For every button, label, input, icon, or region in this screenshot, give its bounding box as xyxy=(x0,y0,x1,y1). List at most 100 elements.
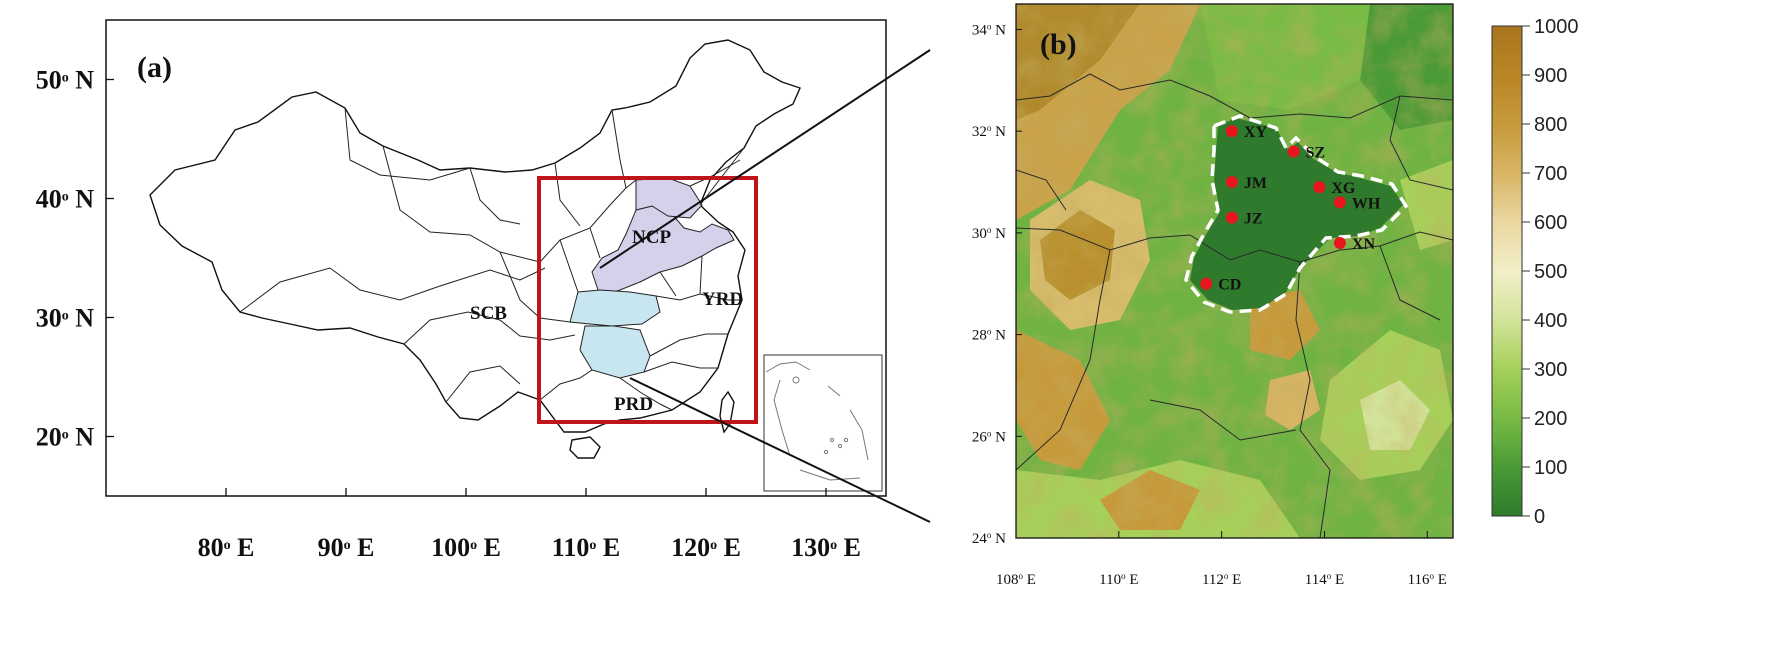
colorbar-tick-label: 400 xyxy=(1534,310,1567,332)
panel-b-lat-tick-label: 24o N xyxy=(972,530,1006,547)
region-label-yrd: YRD xyxy=(702,289,743,310)
panel-a-lon-tick-label: 120o E xyxy=(671,533,741,562)
panel-a-lon-tick-label-value: 80 xyxy=(198,533,224,562)
site-label-xg: XG xyxy=(1331,180,1356,197)
panel-a-lon-tick-label-value: 100 xyxy=(431,533,470,562)
panel-a-lat-tick-label-suffix: N xyxy=(69,304,95,333)
panel-b-lat-tick-label-value: 32 xyxy=(972,124,987,140)
site-marker-xg xyxy=(1313,181,1326,194)
colorbar-tick-label: 200 xyxy=(1534,408,1567,430)
panel-a-lat-tick-label: 50o N xyxy=(36,66,95,95)
region-label-ncp: NCP xyxy=(632,227,671,248)
region-label-scb: SCB xyxy=(470,303,507,324)
site-marker-jm xyxy=(1225,176,1238,188)
zoom-box xyxy=(537,176,758,424)
panel-b-lat-tick-label-suffix: N xyxy=(991,328,1006,344)
panel-a-lat-tick-label: 30o N xyxy=(36,304,95,333)
panel-a-lon-tick-label-suffix: E xyxy=(596,533,620,562)
panel-b-lon-tick-label: 116o E xyxy=(1408,571,1447,588)
panel-a-lat-tick-label: 40o N xyxy=(36,185,95,214)
panel-a-lon-tick-label: 110o E xyxy=(552,533,620,562)
panel-b-lon-tick-label-degree: o xyxy=(1121,571,1126,581)
region-label-prd: PRD xyxy=(614,394,653,415)
panel-b-lat-tick-label-degree: o xyxy=(987,428,992,438)
panel-b-lat-tick-label-suffix: N xyxy=(991,226,1006,242)
colorbar-bar xyxy=(1491,25,1523,517)
panel-a-lon-tick-label-suffix: E xyxy=(231,533,255,562)
panel-b-lon-tick-label-suffix: E xyxy=(1331,572,1344,588)
panel-b-lat-tick-label-suffix: N xyxy=(991,124,1006,140)
panel-b-label: (b) xyxy=(1040,28,1077,61)
panel-a-lat-tick-label-value: 40 xyxy=(36,185,62,214)
zoom-line-bottom xyxy=(629,377,931,523)
panel-b-lat-tick-label-degree: o xyxy=(987,530,992,540)
panel-b-lat-tick-label-suffix: N xyxy=(991,429,1006,445)
site-marker-sz xyxy=(1287,145,1300,158)
panel-a-lon-tick-label-value: 130 xyxy=(791,533,830,562)
site-marker-wh xyxy=(1333,196,1346,209)
site-label-xy: XY xyxy=(1244,124,1268,141)
panel-b-lon-tick-label-degree: o xyxy=(1430,571,1435,581)
panel-b-lon-tick-label-value: 114 xyxy=(1305,572,1327,588)
panel-b-lat-tick-label-degree: o xyxy=(987,21,992,31)
panel-b-lat-tick-label-value: 24 xyxy=(972,531,988,547)
site-label-wh: WH xyxy=(1352,195,1381,212)
panel-b-lon-ticks: 108o E 110o E 112o E 114o E 116o E xyxy=(996,531,1447,588)
panel-b-lon-tick-label-suffix: E xyxy=(1023,572,1036,588)
panel-a-lon-tick-label-suffix: E xyxy=(837,533,861,562)
colorbar-tick-label: 600 xyxy=(1534,212,1567,234)
panel-a-lon-tick-label: 100o E xyxy=(431,533,501,562)
site-marker-xn xyxy=(1333,237,1346,250)
panel-b-lat-tick-label: 26o N xyxy=(972,428,1006,445)
panel-b-lon-tick-label-value: 108 xyxy=(996,572,1019,588)
colorbar-tick-label: 1000 xyxy=(1534,16,1579,38)
panel-a-lon-tick-label-degree: o xyxy=(470,538,477,553)
panel-a-lat-tick-label-degree: o xyxy=(62,189,69,204)
panel-a-lat-tick-label-suffix: N xyxy=(69,423,95,452)
province-boundaries xyxy=(239,107,745,411)
panel-b-lon-tick-label-degree: o xyxy=(1327,571,1332,581)
panel-a-lon-ticks: 80o E 90o E 100o E 110o E 120o E 130o E xyxy=(198,488,861,562)
panel-a-lon-tick-label-value: 110 xyxy=(552,533,590,562)
panel-b-lat-tick-label: 28o N xyxy=(972,327,1006,344)
panel-a-lon-tick-label: 80o E xyxy=(198,533,255,562)
panel-a-lat-tick-label-suffix: N xyxy=(69,185,95,214)
zoom-line-top xyxy=(599,49,931,269)
hubei-region-fill xyxy=(569,289,661,327)
site-marker-cd xyxy=(1200,277,1213,290)
panel-a-label: (a) xyxy=(137,51,172,84)
site-label-xn: XN xyxy=(1352,236,1376,253)
panel-a-lon-tick-label-value: 90 xyxy=(318,533,344,562)
study-area-boundary xyxy=(1184,114,1409,314)
panel-b-lon-tick-label: 110o E xyxy=(1099,571,1138,588)
panel-b-lat-tick-label-value: 34 xyxy=(972,22,988,38)
site-label-sz: SZ xyxy=(1306,144,1326,161)
panel-b-lat-tick-label-degree: o xyxy=(987,225,992,235)
panel-b-lat-tick-label-suffix: N xyxy=(991,22,1006,38)
panel-a-lat-tick-label-value: 20 xyxy=(36,423,62,452)
panel-a-lat-tick-label-degree: o xyxy=(62,308,69,323)
panel-a-lon-tick-label-suffix: E xyxy=(717,533,741,562)
panel-a-lat-tick-label-degree: o xyxy=(62,70,69,85)
panel-a-lat-tick-label-degree: o xyxy=(62,427,69,442)
terrain-map xyxy=(1016,4,1453,538)
panel-a-lon-tick-label-degree: o xyxy=(344,538,351,553)
panel-b-lat-tick-label: 34o N xyxy=(972,21,1006,38)
colorbar-tick-label: 900 xyxy=(1534,65,1567,87)
ncp-north-fill xyxy=(635,177,703,219)
colorbar-tick-label: 100 xyxy=(1534,457,1567,479)
panel-b-lat-tick-label-value: 26 xyxy=(972,429,988,445)
site-label-cd: CD xyxy=(1218,277,1241,294)
panel-b-lon-tick-label-degree: o xyxy=(1224,571,1229,581)
panel-a-lon-tick-label-degree: o xyxy=(589,538,596,553)
site-marker-xy xyxy=(1225,125,1238,138)
panel-b-lon-tick-label: 114o E xyxy=(1305,571,1344,588)
site-marker-jz xyxy=(1225,211,1238,224)
panel-b-lat-tick-label-value: 28 xyxy=(972,328,987,344)
panel-b-frame xyxy=(1015,3,1454,539)
ncp-region-fill xyxy=(591,205,735,297)
panel-b-lat-tick-label: 32o N xyxy=(972,123,1006,140)
